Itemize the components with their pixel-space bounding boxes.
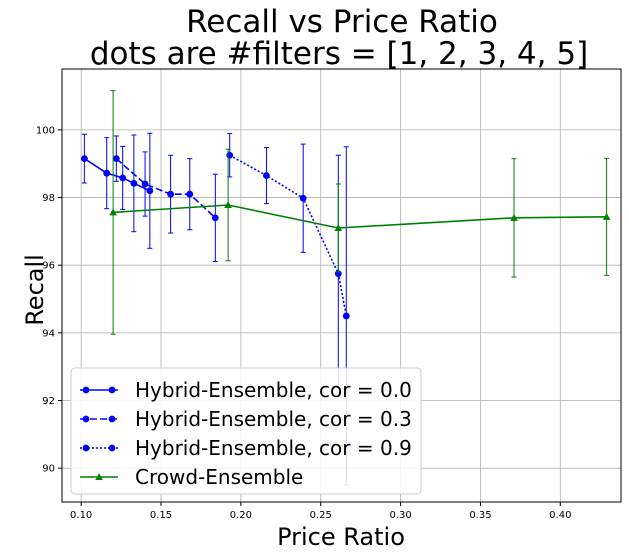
x-tick-label: 0.25 — [310, 510, 332, 521]
legend-marker — [108, 386, 116, 394]
data-point — [80, 155, 88, 163]
data-point — [103, 169, 111, 177]
legend-marker — [82, 444, 90, 452]
chart-title-line-1: Recall vs Price Ratio — [186, 4, 498, 40]
legend-label: Crowd-Ensemble — [135, 465, 303, 489]
data-point — [334, 223, 343, 231]
x-tick-label: 0.15 — [150, 510, 172, 521]
y-tick-label: 98 — [42, 193, 55, 204]
data-point — [167, 190, 175, 198]
legend-marker — [95, 473, 103, 480]
y-tick-label: 92 — [42, 396, 55, 407]
data-point — [224, 200, 232, 208]
legend: Hybrid-Ensemble, cor = 0.0 Hybrid-Ensembl… — [70, 367, 422, 495]
series-0 — [80, 132, 154, 249]
legend-marker — [82, 415, 90, 423]
x-tick-label: 0.20 — [230, 510, 252, 521]
y-tick-label: 100 — [36, 125, 55, 136]
data-point — [211, 214, 219, 222]
series-3 — [109, 90, 611, 335]
data-point — [109, 208, 117, 216]
data-point — [130, 179, 138, 187]
x-tick-label: 0.10 — [70, 510, 92, 521]
y-tick-label: 90 — [42, 464, 55, 475]
data-point — [602, 212, 611, 220]
x-tick-label: 0.35 — [469, 510, 491, 521]
legend-label: Hybrid-Ensemble, cor = 0.3 — [135, 407, 412, 431]
data-point — [112, 155, 120, 163]
axis-ticks: 0.10 0.15 0.20 0.25 0.30 0.35 0.40 90 92 94 96 98 10… — [36, 125, 572, 521]
data-point — [226, 151, 234, 159]
x-tick-label: 0.40 — [549, 510, 571, 521]
x-axis-label: Price Ratio — [277, 523, 405, 551]
series-1 — [112, 135, 219, 262]
data-point — [119, 174, 127, 182]
y-tick-label: 96 — [42, 261, 55, 272]
chart-title-line-2: dots are #filters = [1, 2, 3, 4, 5] — [90, 36, 588, 72]
data-point — [146, 187, 154, 195]
data-point — [186, 190, 194, 198]
data-point — [263, 172, 270, 179]
legend-label: Hybrid-Ensemble, cor = 0.9 — [135, 436, 412, 460]
legend-marker — [82, 386, 90, 394]
data-point — [141, 180, 149, 188]
legend-box — [70, 367, 422, 495]
y-axis-label: Recall — [21, 254, 49, 326]
plot-frame — [61, 68, 622, 503]
x-tick-label: 0.30 — [389, 510, 411, 521]
data-point — [510, 213, 518, 221]
legend-label: Hybrid-Ensemble, cor = 0.0 — [135, 378, 412, 402]
y-tick-label: 94 — [42, 328, 55, 339]
legend-marker — [108, 444, 116, 452]
legend-marker — [108, 415, 116, 423]
data-point — [342, 312, 350, 320]
data-point — [299, 194, 307, 202]
